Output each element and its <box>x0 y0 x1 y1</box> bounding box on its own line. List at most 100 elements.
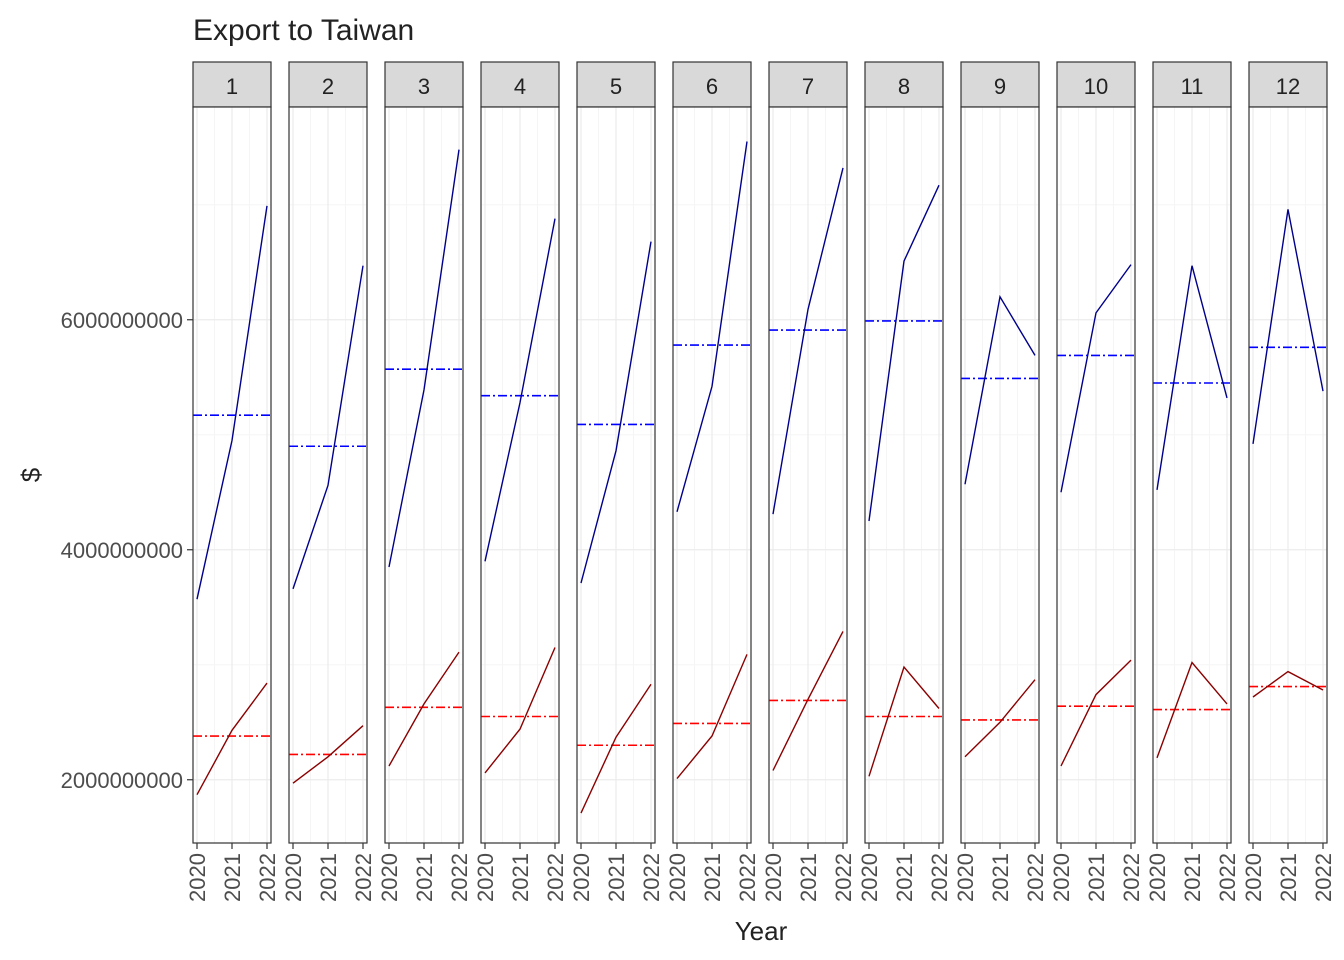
blue-series-line <box>1252 209 1324 445</box>
red-series-line <box>1060 659 1132 767</box>
facet-strip-label: 10 <box>1084 74 1108 99</box>
blue-series-line <box>196 205 268 600</box>
facet-5: 5 2020 2021 2022 <box>569 61 664 902</box>
x-tick-label: 2020 <box>1241 853 1266 902</box>
blue-series-line <box>1156 265 1228 491</box>
blue-series-line <box>964 294 1036 485</box>
facet-10: 10 2020 2021 2022 <box>1049 61 1144 902</box>
facet-strip-label: 2 <box>322 74 334 99</box>
facet-strip <box>1248 61 1328 108</box>
x-tick-label: 2020 <box>569 853 594 902</box>
x-tick-label: 2022 <box>543 853 568 902</box>
x-tick-label: 2022 <box>1215 853 1240 902</box>
x-tick-label: 2021 <box>508 853 533 902</box>
x-axis-title: Year <box>735 916 788 946</box>
red-series-line <box>196 682 268 796</box>
facet-strip <box>1152 61 1232 108</box>
x-tick-label: 2022 <box>1311 853 1336 902</box>
x-tick-label: 2020 <box>857 853 882 902</box>
x-tick-label: 2021 <box>1276 853 1301 902</box>
x-tick-label: 2021 <box>604 853 629 902</box>
facet-strip <box>1056 61 1136 108</box>
y-axis: 2000000000 4000000000 6000000000 <box>61 308 193 793</box>
blue-series-line <box>868 184 940 522</box>
x-tick-label: 2020 <box>665 853 690 902</box>
x-tick-label: 2021 <box>316 853 341 902</box>
chart-title: Export to Taiwan <box>193 14 414 47</box>
x-tick-label: 2021 <box>988 853 1013 902</box>
y-axis-title: $ <box>16 467 46 482</box>
red-series-line <box>292 725 364 784</box>
facet-strip-label: 3 <box>418 74 430 99</box>
blue-series-line <box>772 167 844 515</box>
facet-6: 6 2020 2021 2022 <box>665 61 760 902</box>
x-tick-label: 2020 <box>281 853 306 902</box>
facet-12: 12 2020 2021 2022 <box>1241 61 1336 902</box>
blue-series-line <box>388 149 460 568</box>
x-tick-label: 2020 <box>185 853 210 902</box>
facet-strip <box>192 61 272 108</box>
x-tick-label: 2022 <box>1023 853 1048 902</box>
blue-series-line <box>292 265 364 590</box>
x-tick-label: 2020 <box>1049 853 1074 902</box>
red-series-line <box>964 679 1036 758</box>
facet-strip-label: 7 <box>802 74 814 99</box>
red-series-line <box>1156 661 1228 759</box>
facet-strip <box>768 61 848 108</box>
x-tick-label: 2021 <box>892 853 917 902</box>
facet-strip-label: 8 <box>898 74 910 99</box>
x-tick-label: 2022 <box>447 853 472 902</box>
facet-strip-label: 12 <box>1276 74 1300 99</box>
x-tick-label: 2021 <box>220 853 245 902</box>
facet-8: 8 2020 2021 2022 <box>857 61 952 902</box>
facet-2: 2 2020 2021 2022 <box>281 61 376 902</box>
facet-strip <box>960 61 1040 108</box>
red-series-line <box>1252 670 1324 698</box>
facet-strip-label: 1 <box>226 74 238 99</box>
facet-strip-label: 5 <box>610 74 622 99</box>
facet-3: 3 2020 2021 2022 <box>377 61 472 902</box>
x-tick-label: 2020 <box>473 853 498 902</box>
y-tick-label: 4000000000 <box>61 538 183 563</box>
facet-strip-label: 4 <box>514 74 526 99</box>
x-tick-label: 2020 <box>1145 853 1170 902</box>
x-tick-label: 2022 <box>639 853 664 902</box>
x-tick-label: 2020 <box>761 853 786 902</box>
facet-strip-label: 6 <box>706 74 718 99</box>
blue-series-line <box>1060 264 1132 493</box>
facet-9: 9 2020 2021 2022 <box>953 61 1048 902</box>
x-tick-label: 2021 <box>796 853 821 902</box>
x-tick-label: 2021 <box>1180 853 1205 902</box>
red-series-line <box>388 651 460 767</box>
facet-7: 7 2020 2021 2022 <box>761 61 856 902</box>
red-series-line <box>772 631 844 771</box>
x-tick-label: 2021 <box>412 853 437 902</box>
x-tick-label: 2021 <box>700 853 725 902</box>
x-tick-label: 2022 <box>735 853 760 902</box>
facet-strip-label: 11 <box>1181 74 1204 99</box>
facet-strip-label: 9 <box>994 74 1006 99</box>
red-series-line <box>580 683 652 814</box>
y-tick-label: 6000000000 <box>61 308 183 333</box>
facet-1: 1 2020 2021 2022 <box>185 61 280 902</box>
facet-strip <box>288 61 368 108</box>
x-tick-label: 2022 <box>1119 853 1144 902</box>
y-tick-label: 2000000000 <box>61 768 183 793</box>
x-tick-label: 2022 <box>927 853 952 902</box>
x-tick-label: 2022 <box>351 853 376 902</box>
x-tick-label: 2020 <box>377 853 402 902</box>
blue-series-line <box>580 241 652 584</box>
red-series-line <box>868 665 940 777</box>
x-tick-label: 2021 <box>1084 853 1109 902</box>
red-series-line <box>676 654 748 780</box>
blue-series-line <box>676 141 748 512</box>
x-tick-label: 2022 <box>831 853 856 902</box>
red-series-line <box>484 647 556 774</box>
blue-series-line <box>484 218 556 562</box>
facet-4: 4 2020 2021 2022 <box>473 61 568 902</box>
x-tick-label: 2022 <box>255 853 280 902</box>
facet-11: 11 2020 2021 2022 <box>1145 61 1240 902</box>
x-tick-label: 2020 <box>953 853 978 902</box>
